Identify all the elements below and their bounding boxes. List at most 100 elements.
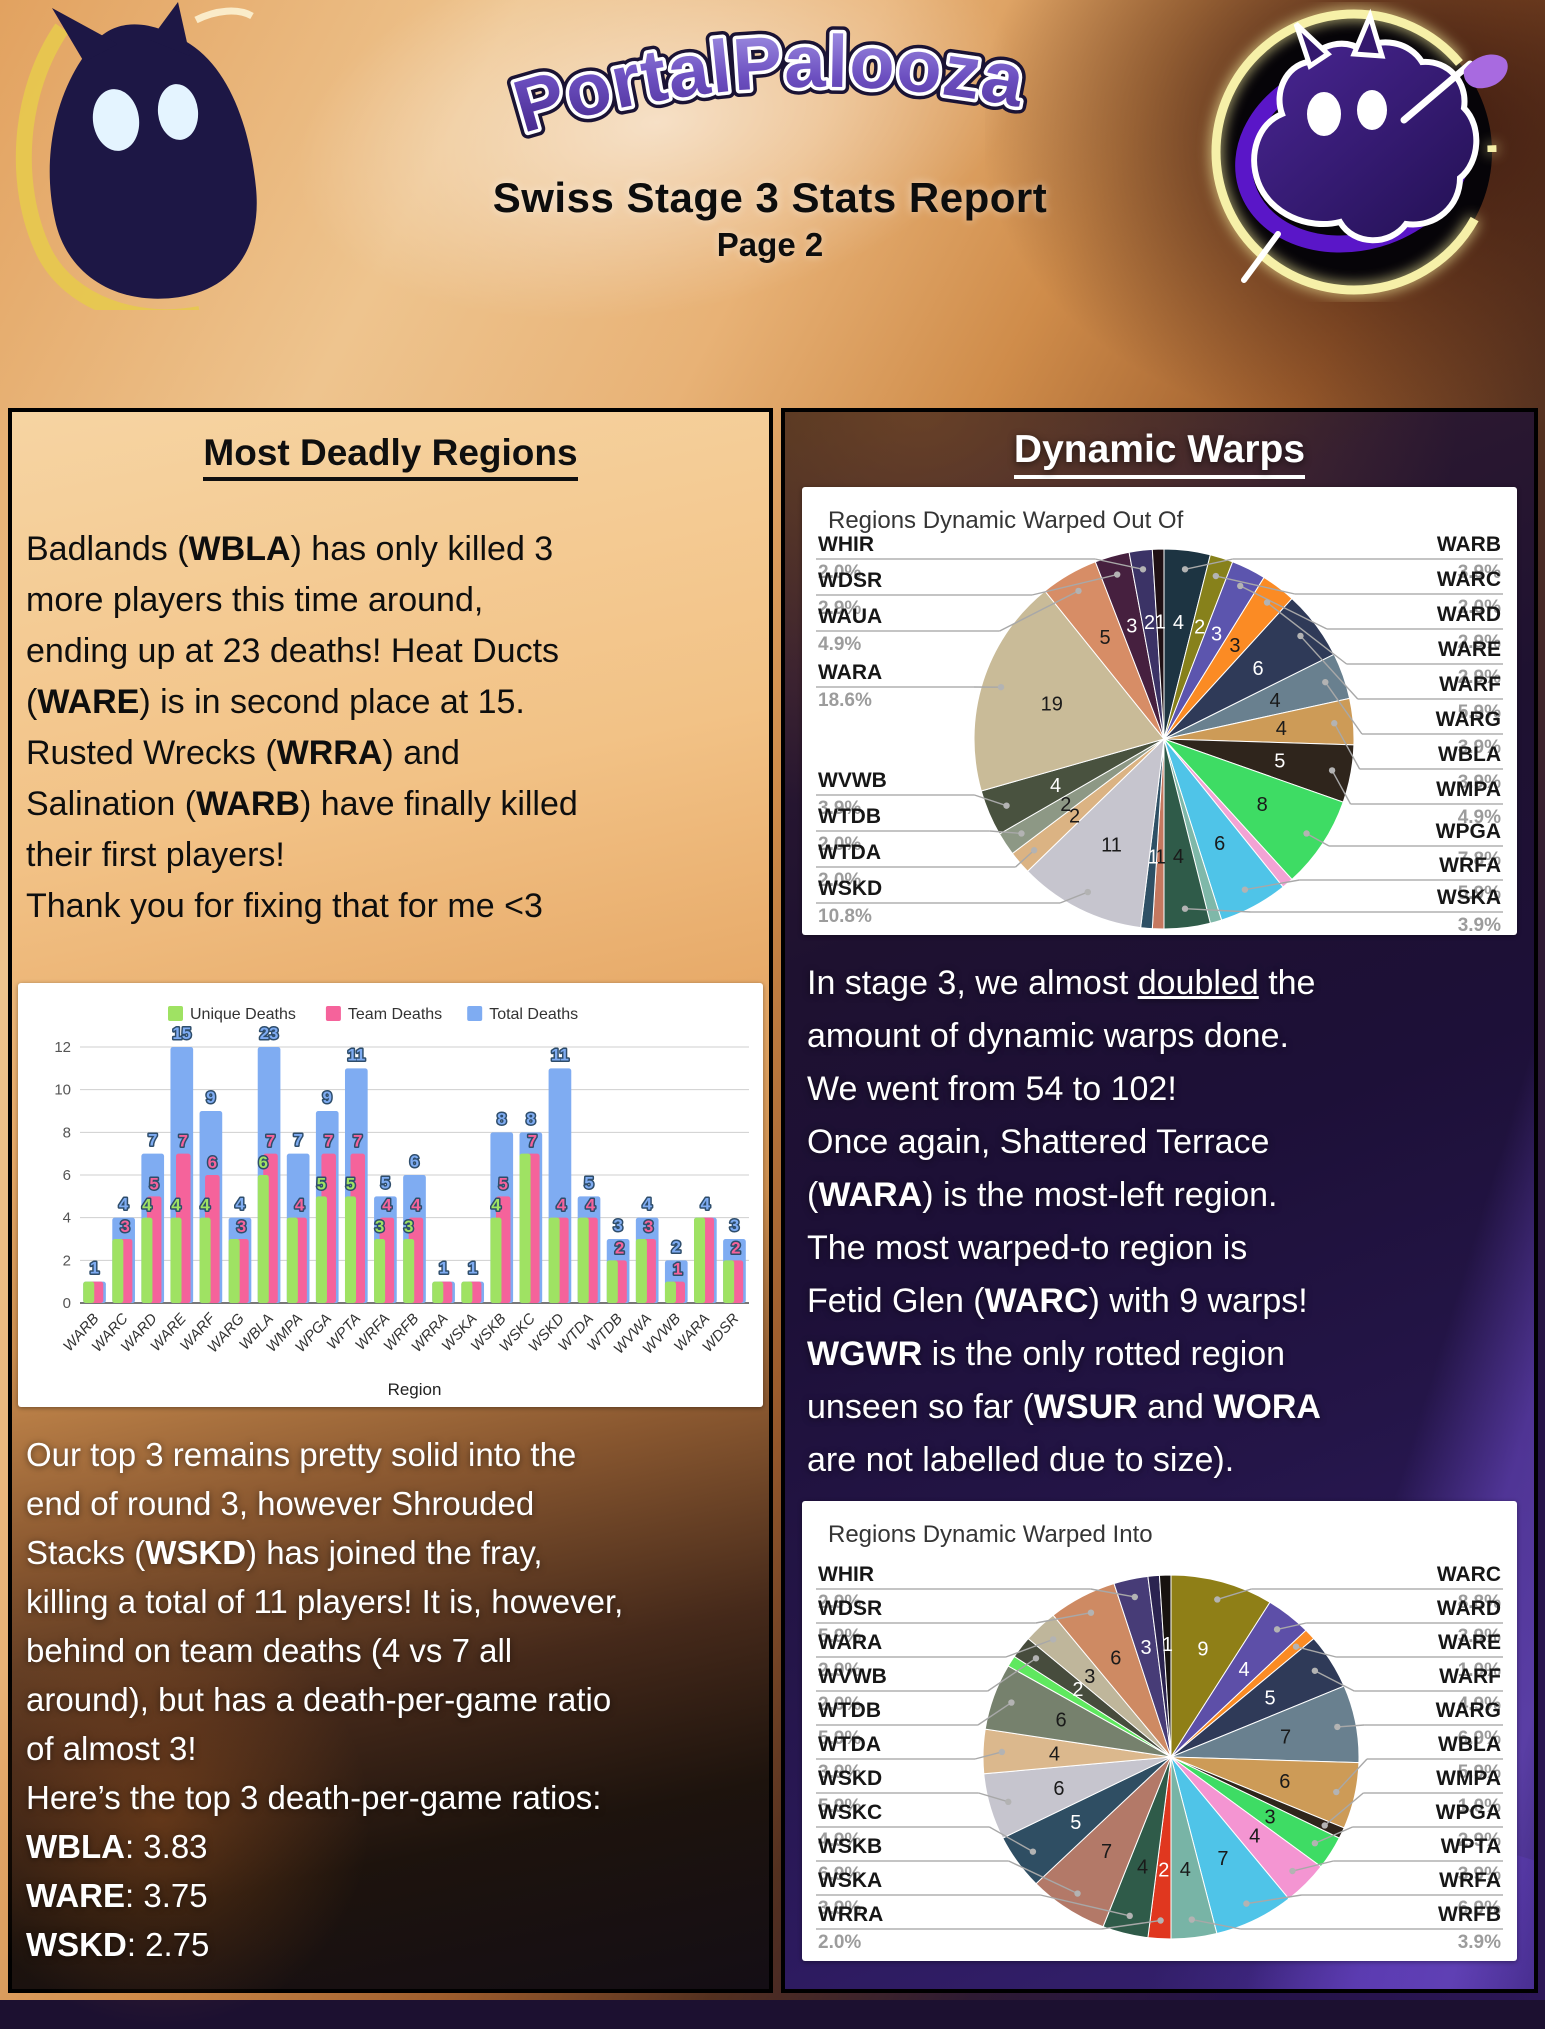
- unique-deaths-bar: [723, 1260, 734, 1303]
- unique-deaths-bar: [578, 1218, 589, 1303]
- portalpalooza-logo: PortalPalooza PortalPalooza PortalPalooz…: [388, 4, 1158, 194]
- svg-text:8: 8: [1257, 794, 1268, 816]
- svg-text:7: 7: [266, 1132, 275, 1151]
- pie-label-name: WARC: [1437, 568, 1501, 591]
- svg-text:2: 2: [63, 1252, 71, 1269]
- pie-label-name: WRFB: [1438, 1903, 1501, 1926]
- pie-label-name: WVWB: [818, 769, 887, 792]
- legend-label: Unique Deaths: [190, 1006, 296, 1023]
- svg-text:4: 4: [1173, 612, 1184, 634]
- unique-deaths-bar: [636, 1239, 647, 1303]
- pie-label-name: WTDA: [818, 1733, 881, 1756]
- svg-text:8: 8: [497, 1109, 506, 1128]
- svg-text:3: 3: [237, 1217, 246, 1236]
- unique-deaths-bar: [665, 1282, 676, 1303]
- pie-label-name: WARG: [1436, 708, 1501, 731]
- svg-text:5: 5: [1265, 1688, 1276, 1710]
- svg-text:5: 5: [149, 1174, 158, 1193]
- svg-text:6: 6: [1053, 1778, 1064, 1800]
- unique-deaths-bar: [694, 1218, 705, 1303]
- svg-text:4: 4: [1173, 846, 1184, 868]
- svg-text:4: 4: [142, 1196, 152, 1215]
- svg-text:5: 5: [317, 1174, 326, 1193]
- svg-text:4: 4: [1049, 1744, 1060, 1766]
- pie-label-name: WHIR: [818, 533, 874, 556]
- pie-label-name: WRRA: [818, 1903, 883, 1926]
- svg-text:3: 3: [644, 1217, 653, 1236]
- legend-swatch: [168, 1006, 183, 1021]
- svg-text:4: 4: [411, 1196, 421, 1215]
- svg-text:3: 3: [1126, 616, 1137, 638]
- svg-text:4: 4: [1249, 1826, 1260, 1848]
- svg-text:7: 7: [1217, 1848, 1228, 1870]
- svg-text:6: 6: [1252, 658, 1263, 680]
- svg-text:2: 2: [672, 1237, 681, 1256]
- unique-deaths-bar: [258, 1175, 269, 1303]
- pie-label-name: WSKD: [818, 1767, 882, 1790]
- svg-text:1: 1: [1155, 611, 1166, 633]
- pie-label-name: WARF: [1439, 1665, 1501, 1688]
- svg-text:6: 6: [63, 1167, 71, 1184]
- svg-text:6: 6: [259, 1153, 268, 1172]
- deaths-bar-chart-svg: 0246810121WARB43WARC754WARD1574WARE964WA…: [18, 983, 763, 1407]
- svg-text:4: 4: [382, 1196, 392, 1215]
- svg-text:4: 4: [491, 1196, 501, 1215]
- pie-label-name: WSKA: [1437, 886, 1501, 909]
- svg-text:4: 4: [200, 1196, 210, 1215]
- svg-text:3: 3: [1229, 635, 1240, 657]
- svg-text:2: 2: [1158, 1860, 1169, 1882]
- svg-text:23: 23: [260, 1024, 279, 1043]
- svg-text:4: 4: [557, 1196, 567, 1215]
- pie-label-name: WBLA: [1438, 1733, 1501, 1756]
- unique-deaths-bar: [83, 1282, 94, 1303]
- unique-deaths-bar: [112, 1239, 123, 1303]
- svg-text:7: 7: [148, 1131, 157, 1150]
- svg-text:5: 5: [1100, 627, 1111, 649]
- unique-deaths-bar: [345, 1196, 356, 1303]
- pie-label-pct: 3.9%: [1458, 1932, 1501, 1953]
- svg-text:3: 3: [1084, 1666, 1095, 1688]
- legend-swatch: [326, 1006, 341, 1021]
- svg-text:5: 5: [346, 1174, 355, 1193]
- svg-text:4: 4: [63, 1210, 71, 1227]
- pie-label-name: WPTA: [1441, 1835, 1501, 1858]
- svg-text:5: 5: [381, 1173, 390, 1192]
- svg-text:15: 15: [172, 1024, 191, 1043]
- left-section-title: Most Deadly Regions: [12, 432, 769, 481]
- unique-deaths-bar: [461, 1282, 472, 1303]
- svg-text:6: 6: [1110, 1648, 1121, 1670]
- unique-deaths-bar: [170, 1218, 181, 1303]
- pie-label-name: WTDA: [818, 841, 881, 864]
- pie-label-name: WAUA: [818, 605, 882, 628]
- svg-text:10: 10: [54, 1082, 71, 1099]
- unique-deaths-bar: [549, 1218, 560, 1303]
- svg-text:7: 7: [293, 1131, 302, 1150]
- svg-text:PortalPalooza: PortalPalooza: [505, 20, 1032, 149]
- legend-label: Total Deaths: [489, 1006, 578, 1023]
- pie-label-name: WARA: [818, 1631, 882, 1654]
- svg-text:7: 7: [1280, 1726, 1291, 1748]
- svg-text:3: 3: [375, 1217, 384, 1236]
- pie-label-name: WARC: [1437, 1563, 1501, 1586]
- pie-label-name: WMPA: [1436, 778, 1501, 801]
- pie-label-name: WRFA: [1439, 1869, 1501, 1892]
- svg-text:4: 4: [1270, 690, 1281, 712]
- svg-text:6: 6: [1214, 833, 1225, 855]
- svg-text:3: 3: [1265, 1806, 1276, 1828]
- pie-label-name: WTDB: [818, 1699, 881, 1722]
- pie-label-name: WPGA: [1436, 1801, 1501, 1824]
- pie-label-pct: 4.9%: [818, 634, 861, 655]
- svg-text:19: 19: [1041, 693, 1063, 715]
- badge-logo-icon: [1158, 2, 1545, 302]
- svg-text:6: 6: [1056, 1709, 1067, 1731]
- page-title: Swiss Stage 3 Stats Report: [385, 174, 1155, 222]
- svg-text:0: 0: [63, 1295, 71, 1312]
